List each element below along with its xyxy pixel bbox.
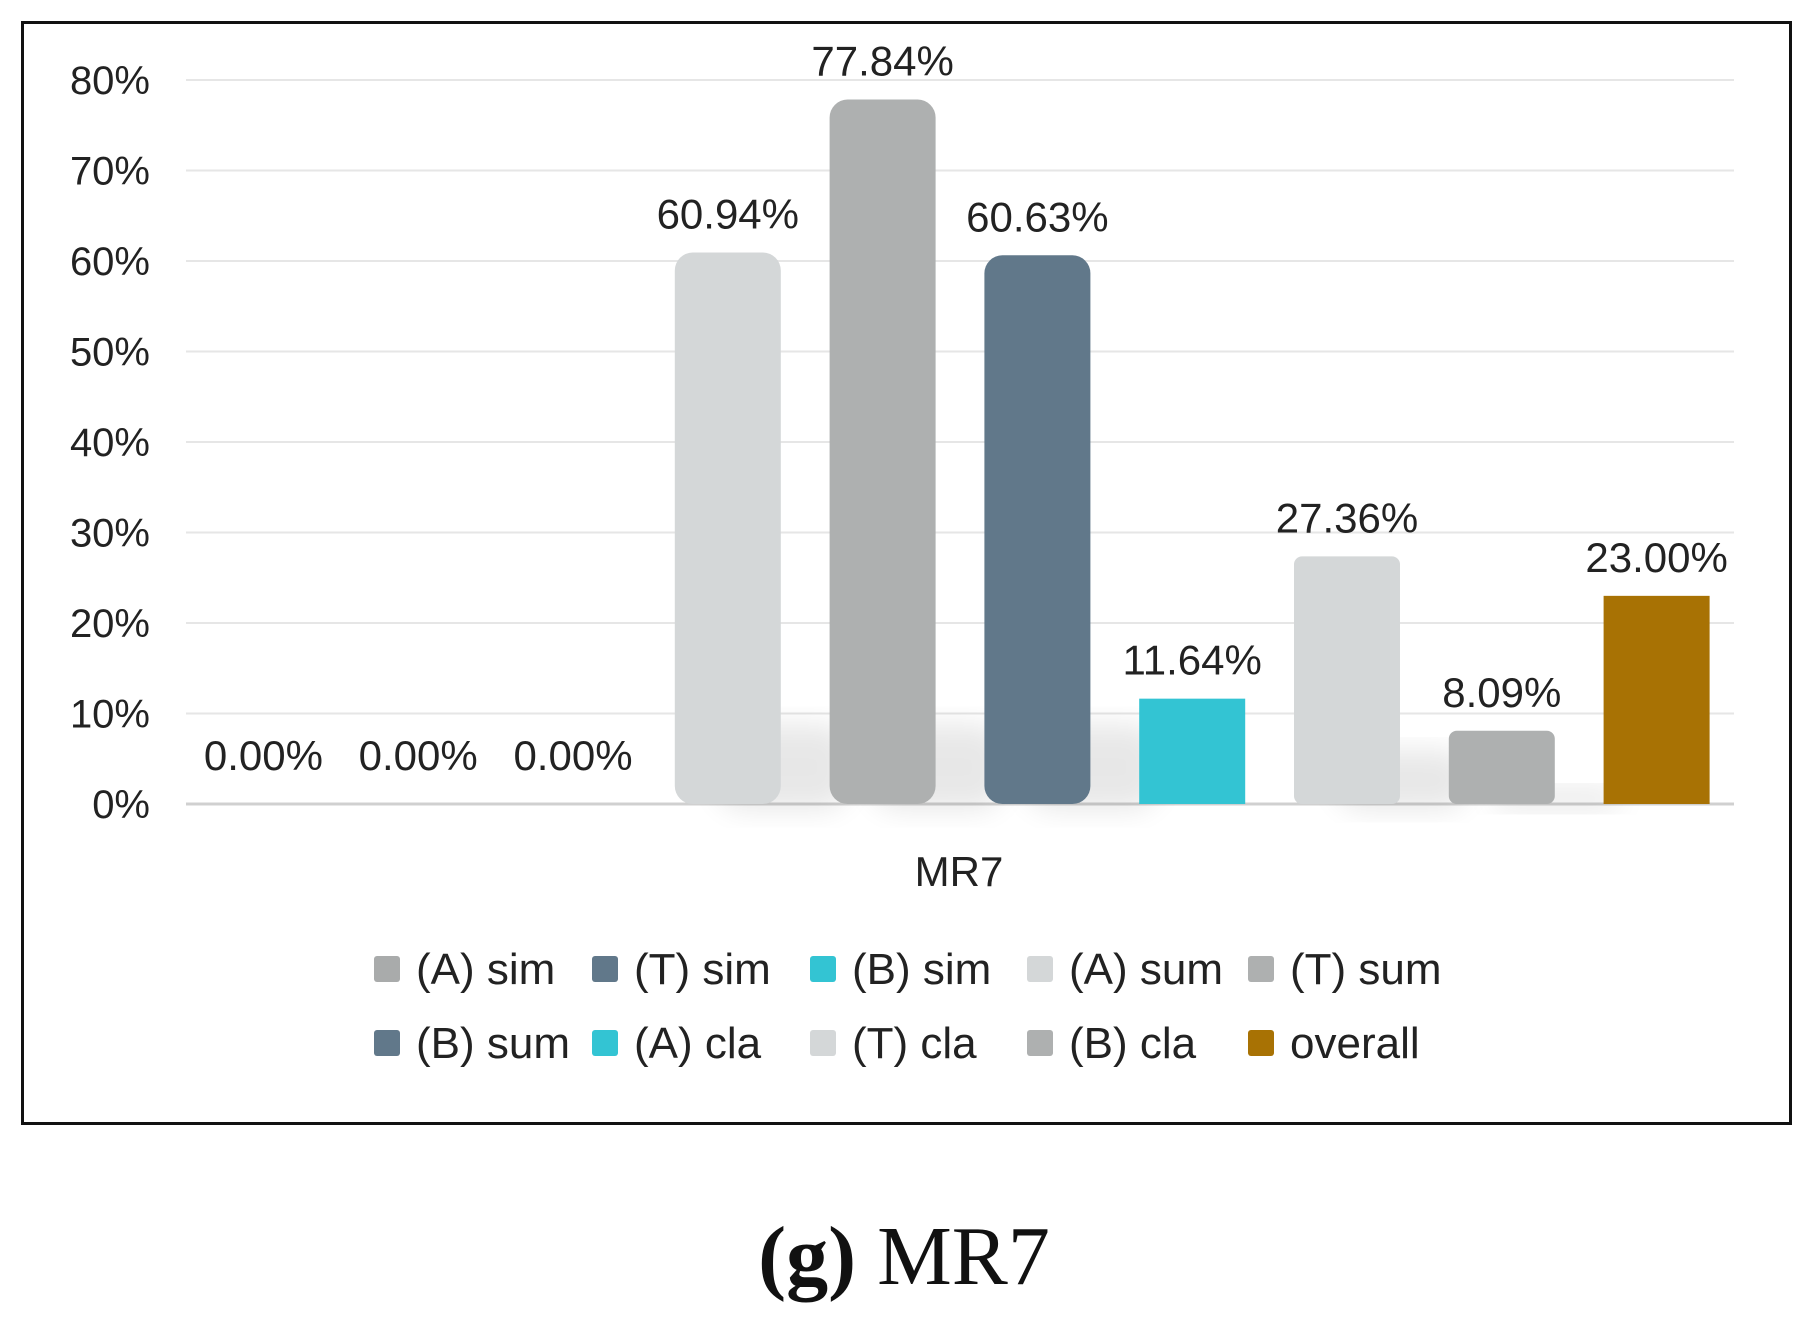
legend-label: (A) sum (1069, 945, 1223, 994)
bar-b-cla (1448, 730, 1555, 804)
chart-svg: 0%10%20%30%40%50%60%70%80% 0.00% 0.00% 0.0… (70, 38, 1734, 1068)
legend: (A) sim (T) sim (B) sim (A) sum (T) sum (B) s… (374, 945, 1442, 1068)
data-label: 11.64% (1123, 637, 1262, 684)
legend-label: (A) sim (416, 945, 555, 994)
bar-overall (1603, 595, 1710, 804)
y-tick-label: 60% (70, 240, 150, 284)
y-tick-label: 0% (92, 783, 150, 827)
y-tick-label: 30% (70, 512, 150, 556)
bar-a-sum (674, 252, 781, 805)
legend-label: (T) cla (852, 1019, 977, 1068)
figure-caption: (g) MR7 (0, 1215, 1808, 1299)
legend-swatch (592, 1030, 618, 1056)
data-label: 77.84% (811, 38, 953, 85)
y-axis-ticks: 0% 10% 20% 30% 40% 50% 60% 70% 80% (70, 59, 150, 827)
caption-label: (g) (758, 1210, 857, 1303)
data-label: 0.00% (513, 732, 632, 779)
data-label: 0.00% (359, 732, 478, 779)
legend-swatch (1027, 956, 1053, 982)
legend-swatch (1027, 1030, 1053, 1056)
legend-swatch (810, 956, 836, 982)
data-label: 27.36% (1276, 494, 1418, 541)
bar-t-sum (829, 99, 936, 805)
data-label: 60.94% (657, 190, 799, 237)
legend-label: (B) sim (852, 945, 991, 994)
data-labels: 0.00% 0.00% 0.00% 60.94% 77.84% 60.63% 11.64% 2… (204, 38, 1728, 779)
legend-swatch (592, 956, 618, 982)
y-tick-label: 10% (70, 693, 150, 737)
legend-label: (T) sum (1290, 945, 1442, 994)
legend-swatch (1248, 1030, 1274, 1056)
legend-label: (B) sum (416, 1019, 570, 1068)
bar-a-cla (1139, 698, 1246, 804)
bar-b-sum (984, 255, 1091, 805)
legend-swatch (810, 1030, 836, 1056)
y-tick-label: 70% (70, 150, 150, 194)
data-label: 8.09% (1442, 669, 1561, 716)
y-tick-label: 20% (70, 602, 150, 646)
y-tick-label: 50% (70, 331, 150, 375)
legend-swatch (1248, 956, 1274, 982)
legend-label: (B) cla (1069, 1019, 1197, 1068)
chart-frame: 0% 10% 20% 30% 40% 50% 60% 70% 80% 0.00% 0.00% 0.0… (21, 21, 1792, 1125)
y-tick-label: 40% (70, 421, 150, 465)
bar-t-cla (1294, 556, 1400, 804)
bars (674, 99, 1710, 805)
data-label: 0.00% (204, 732, 323, 779)
legend-swatch (374, 1030, 400, 1056)
legend-swatch (374, 956, 400, 982)
caption-text: MR7 (877, 1210, 1050, 1303)
legend-label: overall (1290, 1019, 1420, 1068)
legend-label: (T) sim (634, 945, 771, 994)
y-tick-label: 80% (70, 59, 150, 103)
data-label: 60.63% (966, 193, 1108, 240)
legend-label: (A) cla (634, 1019, 762, 1068)
data-label: 23.00% (1585, 534, 1727, 581)
x-category-label: MR7 (915, 848, 1004, 895)
